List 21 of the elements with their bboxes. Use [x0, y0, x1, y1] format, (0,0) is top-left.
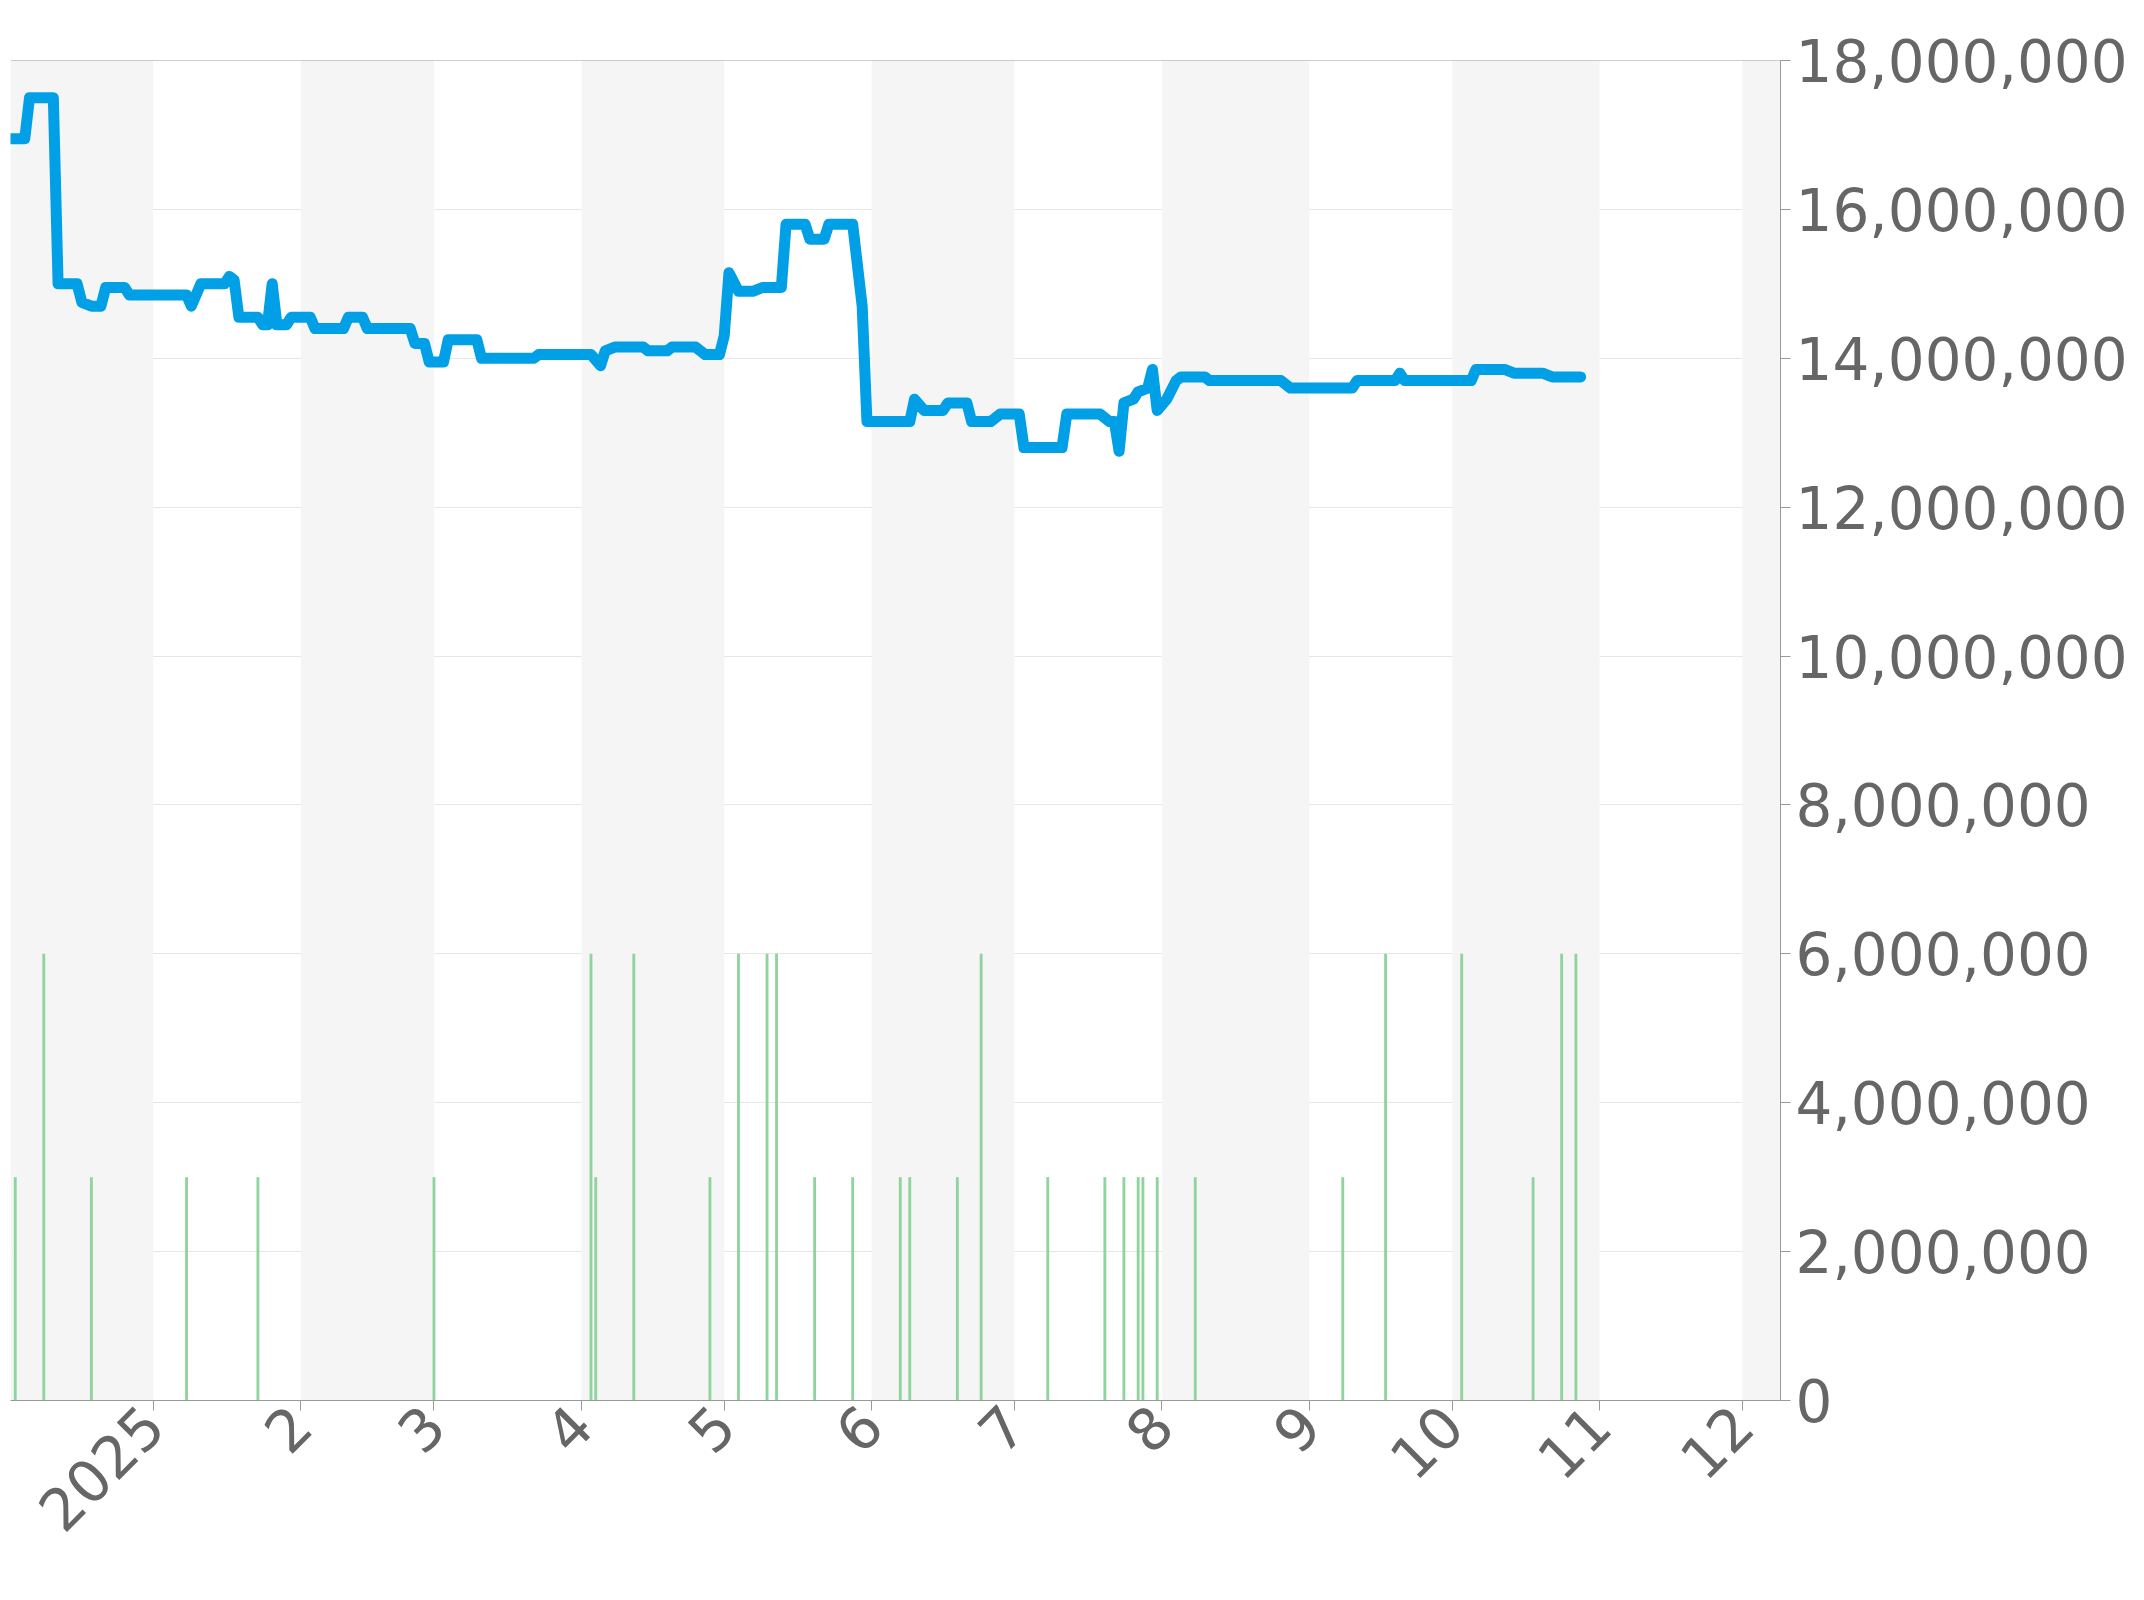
y-tick-label: 4,000,000 [1795, 1070, 2091, 1139]
y-tick-label: 10,000,000 [1795, 623, 2128, 692]
y-tick-label: 12,000,000 [1795, 474, 2128, 543]
y-tick-label: 18,000,000 [1795, 28, 2128, 96]
x-tick-label: 2 [251, 1392, 326, 1467]
y-tick-label: 6,000,000 [1795, 921, 2091, 990]
y-tick-label: 0 [1795, 1368, 1833, 1436]
x-tick-label: 12 [1667, 1392, 1768, 1493]
x-tick-label: 9 [1260, 1392, 1335, 1467]
x-tick-label: 7 [965, 1392, 1040, 1467]
x-tick-label: 5 [675, 1392, 750, 1467]
x-tick-label: 8 [1112, 1392, 1188, 1467]
x-tick-label: 11 [1524, 1392, 1625, 1493]
y-tick-label: 8,000,000 [1795, 772, 2091, 841]
y-tick-label: 16,000,000 [1795, 176, 2128, 245]
x-tick-label: 10 [1377, 1392, 1478, 1493]
x-tick-label: 4 [532, 1392, 607, 1467]
x-tick-label: 6 [822, 1392, 897, 1467]
y-tick-label: 14,000,000 [1795, 325, 2128, 394]
y-tick-label: 2,000,000 [1795, 1219, 2091, 1288]
x-tick-label: 3 [384, 1392, 460, 1467]
